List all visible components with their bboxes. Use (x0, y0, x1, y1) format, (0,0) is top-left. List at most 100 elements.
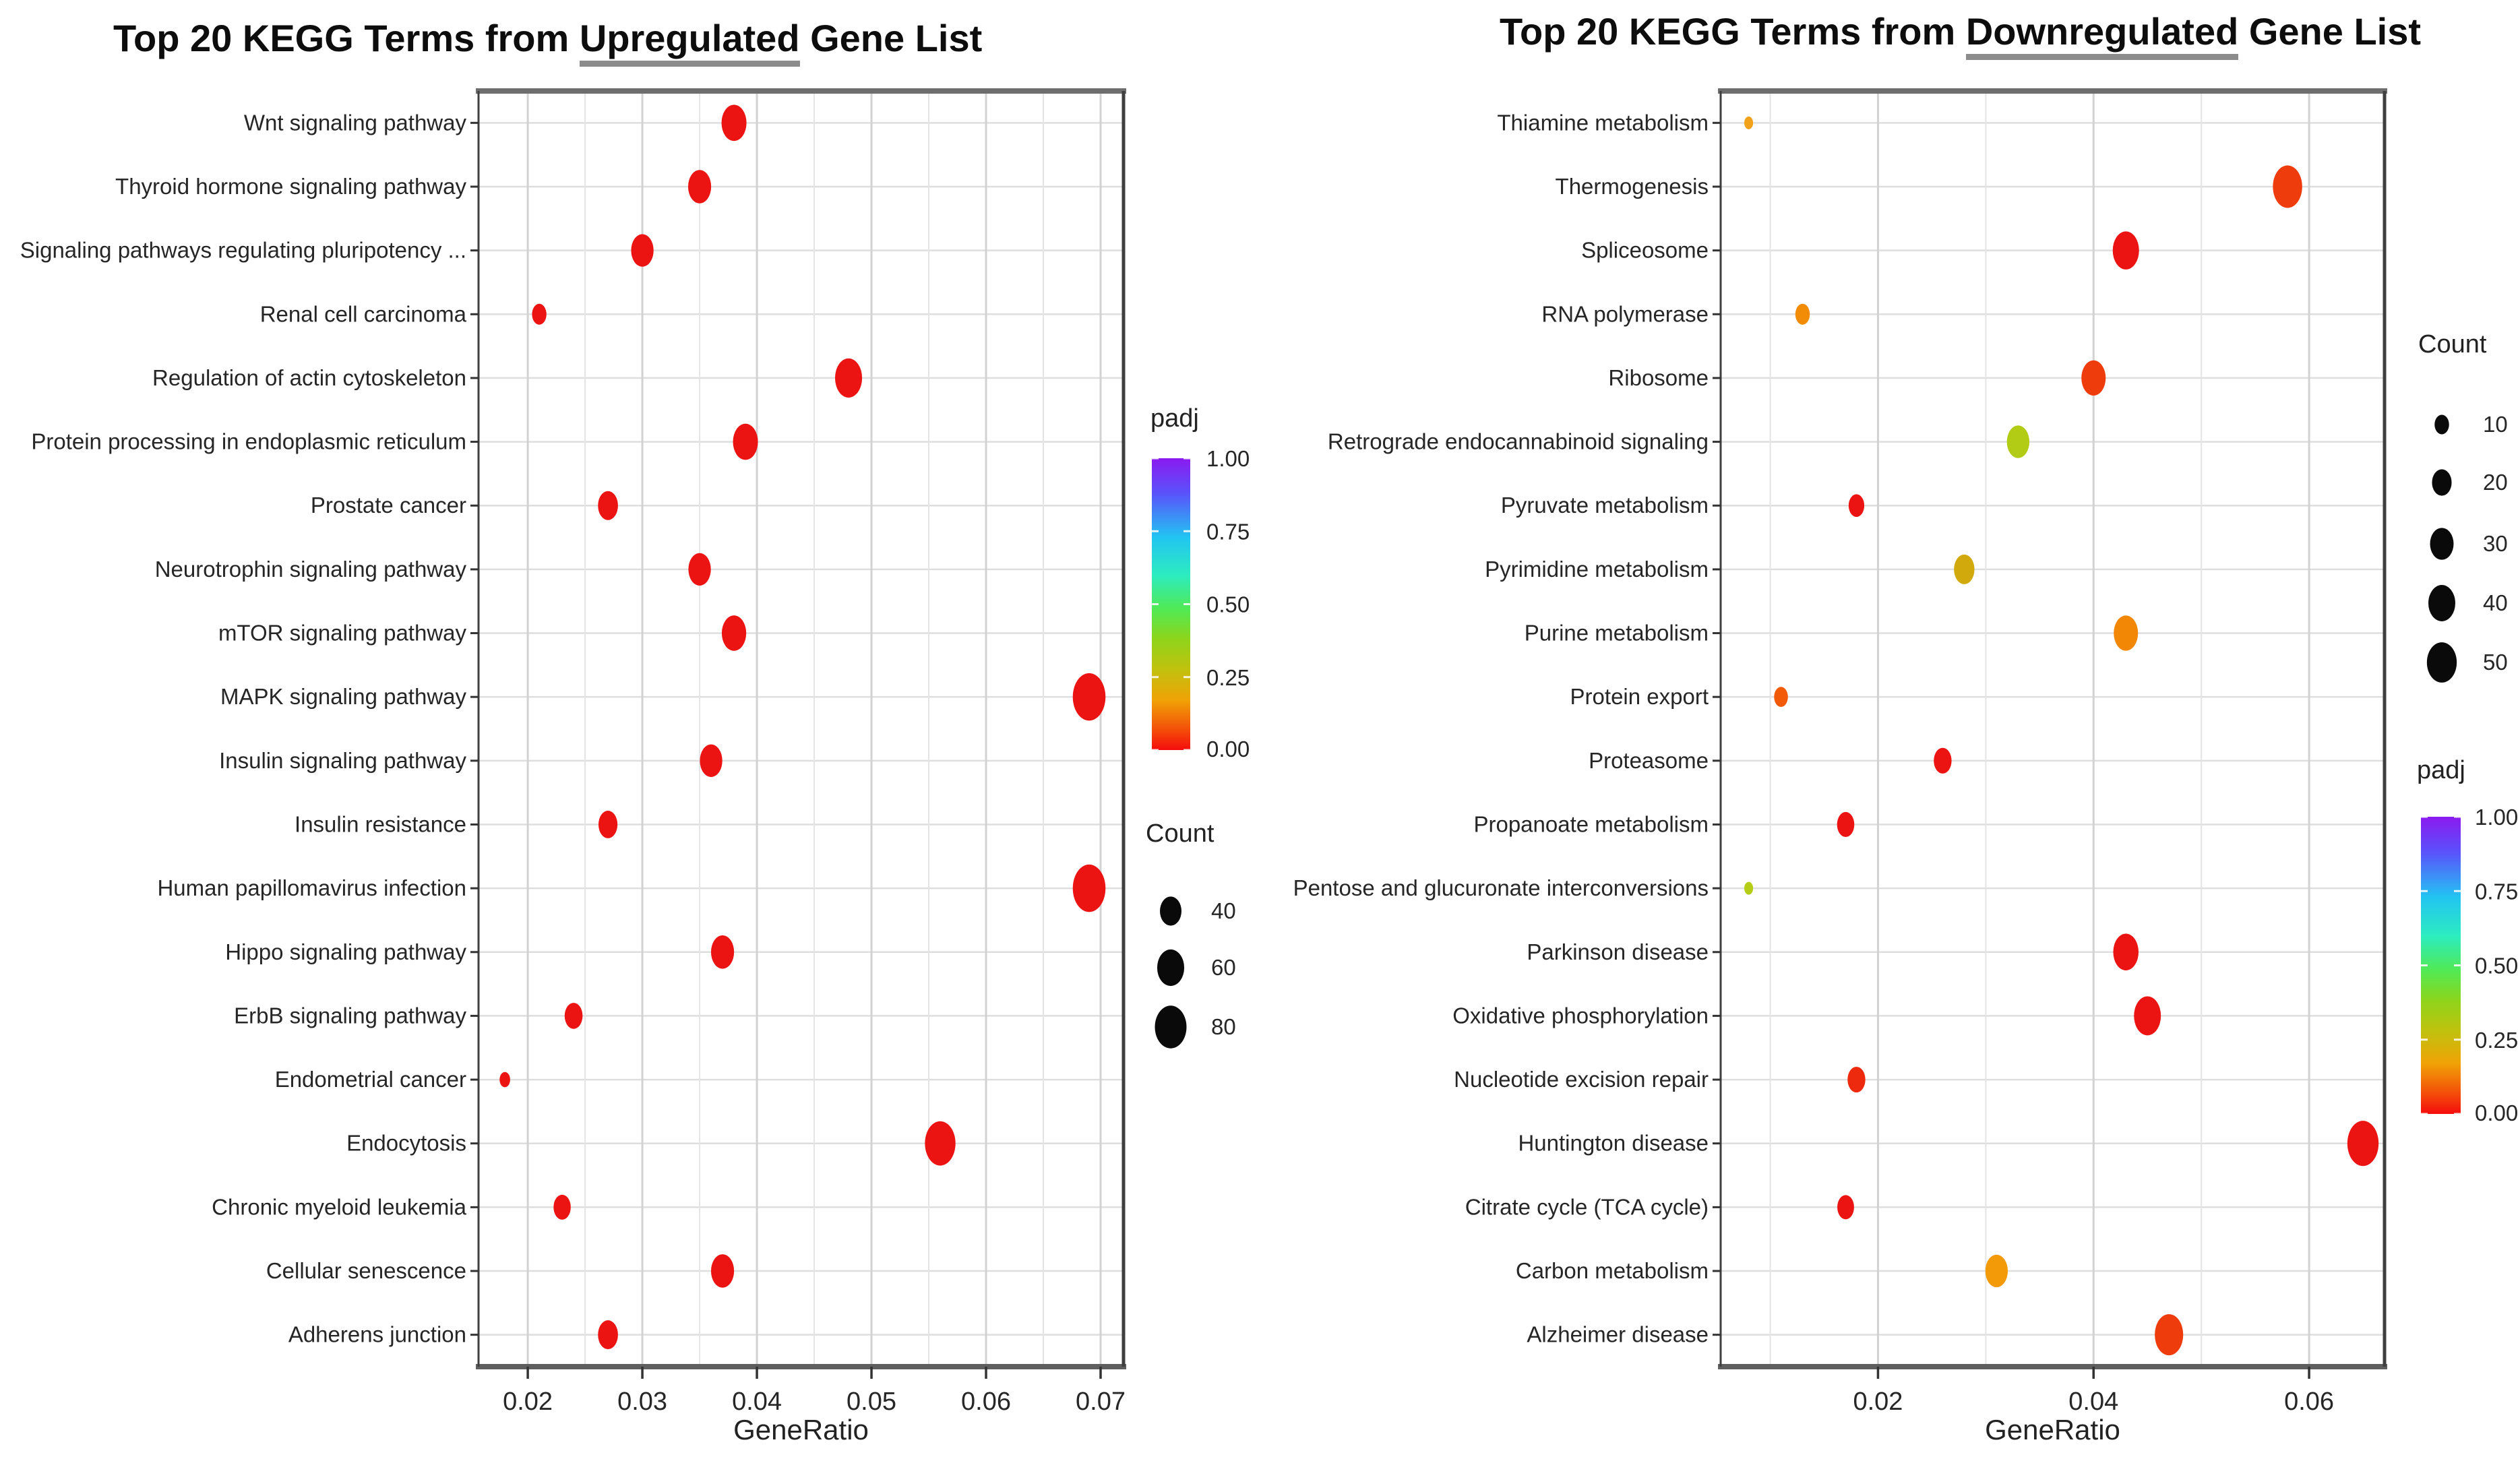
y-axis-label: mTOR signaling pathway (218, 621, 467, 646)
y-axis-label: Thermogenesis (1556, 174, 1709, 199)
data-point (1934, 747, 1952, 774)
data-point (499, 1071, 510, 1088)
data-point (925, 1121, 956, 1166)
y-axis-label: MAPK signaling pathway (220, 684, 467, 709)
data-point (1954, 554, 1975, 584)
x-axis-title-left: GeneRatio (733, 1414, 869, 1446)
chart-upregulated: Wnt signaling pathway Thyroid hormone sig… (20, 88, 1250, 1416)
count-legend-dot (2430, 528, 2454, 560)
data-point (710, 935, 735, 969)
title-prefix: Top 20 KEGG Terms from (1500, 10, 1966, 53)
count-legend-dot (1157, 949, 1185, 987)
padj-legend-value: 1.00 (1206, 446, 1250, 471)
data-point (1072, 673, 1106, 721)
data-point (1744, 116, 1754, 129)
x-tick-label: 0.06 (2284, 1388, 2334, 1416)
padj-legend-value: 0.50 (1206, 592, 1250, 617)
y-axis-label: Propanoate metabolism (1473, 811, 1709, 836)
y-axis-label: Retrograde endocannabinoid signaling (1328, 429, 1709, 454)
x-tick-label: 0.07 (1076, 1388, 1126, 1416)
padj-legend-value: 0.50 (2475, 954, 2518, 978)
data-point (834, 358, 863, 398)
data-point (598, 491, 618, 520)
y-axis-label: Insulin resistance (295, 811, 466, 836)
x-tick-label: 0.02 (1853, 1388, 1903, 1416)
data-point (687, 170, 712, 204)
padj-legend-value: 1.00 (2475, 805, 2518, 830)
x-tick-label: 0.05 (847, 1388, 896, 1416)
data-point (1837, 811, 1855, 838)
count-legend-dot (2432, 469, 2452, 496)
y-axis-label: Prostate cancer (311, 493, 466, 518)
count-legend-value: 20 (2483, 470, 2508, 495)
data-point (2273, 165, 2302, 208)
data-point (733, 423, 758, 460)
y-axis-label: Nucleotide excision repair (1454, 1067, 1709, 1092)
y-axis-label: Insulin signaling pathway (219, 748, 466, 773)
y-axis-label: Carbon metabolism (1516, 1258, 1709, 1283)
count-legend-value: 30 (2483, 531, 2508, 556)
y-axis-label: Thiamine metabolism (1497, 110, 1709, 135)
y-axis-label: Signaling pathways regulating pluripoten… (20, 238, 466, 263)
data-point (2006, 425, 2030, 458)
data-point (564, 1003, 583, 1029)
count-legend-title-right: Count (2418, 330, 2487, 359)
y-axis-label: Thyroid hormone signaling pathway (115, 174, 466, 199)
data-point (598, 811, 618, 838)
data-point (1774, 687, 1788, 708)
chart-downregulated: Thiamine metabolism Thermogenesis Spliceos… (1293, 88, 2518, 1416)
y-axis-label: ErbB signaling pathway (234, 1003, 466, 1028)
y-axis-label: Purine metabolism (1525, 621, 1709, 646)
data-point (1837, 1195, 1854, 1220)
count-legend-dot (2428, 585, 2455, 621)
x-tick-label: 0.04 (2068, 1388, 2118, 1416)
y-axis-label: Chronic myeloid leukemia (212, 1194, 466, 1219)
data-point (2155, 1314, 2184, 1356)
x-tick-label: 0.06 (961, 1388, 1011, 1416)
y-axis-label: Regulation of actin cytoskeleton (152, 365, 466, 390)
y-axis-label: Pentose and glucuronate interconversions (1293, 875, 1709, 900)
data-point (1848, 494, 1865, 518)
data-point (2113, 933, 2139, 970)
x-tick-label: 0.03 (617, 1388, 667, 1416)
data-point (2134, 996, 2161, 1036)
padj-legend-value: 0.00 (1206, 737, 1250, 761)
data-point (710, 1254, 735, 1288)
data-point (532, 303, 547, 325)
padj-legend-title-left: padj (1150, 404, 1199, 433)
x-axis-title-right: GeneRatio (1985, 1414, 2120, 1446)
padj-legend-value: 0.25 (2475, 1028, 2518, 1053)
padj-legend-value: 0.75 (2475, 879, 2518, 904)
y-axis-label: Pyruvate metabolism (1501, 493, 1709, 518)
data-point (1985, 1254, 2008, 1288)
data-point (1847, 1066, 1866, 1093)
data-point (2081, 360, 2106, 396)
padj-legend-value: 0.25 (1206, 665, 1250, 690)
data-point (1072, 864, 1106, 912)
x-tick-label: 0.02 (503, 1388, 553, 1416)
y-axis-label: Endometrial cancer (275, 1067, 466, 1092)
data-point (631, 234, 654, 267)
data-point (688, 553, 711, 586)
y-axis-label: Human papillomavirus infection (157, 875, 466, 900)
padj-legend-title-right: padj (2417, 756, 2465, 784)
y-axis-label: Hippo signaling pathway (225, 939, 466, 964)
y-axis-label: Adherens junction (288, 1322, 466, 1347)
plot-background (479, 91, 1124, 1367)
data-point (2347, 1121, 2379, 1167)
y-axis-label: Huntington disease (1518, 1131, 1709, 1156)
data-point (721, 615, 747, 651)
y-axis-label: Pyrimidine metabolism (1485, 557, 1709, 582)
y-axis-label: Ribosome (1608, 365, 1709, 390)
data-point (553, 1194, 571, 1220)
count-legend-dot (1155, 1005, 1187, 1049)
data-point (721, 104, 747, 142)
data-point (2112, 231, 2139, 270)
title-suffix: Gene List (2238, 10, 2422, 53)
y-axis-label: Proteasome (1589, 748, 1709, 773)
count-legend-value: 10 (2483, 412, 2508, 437)
y-axis-label: RNA polymerase (1541, 301, 1709, 326)
count-legend-dot (2426, 642, 2457, 683)
plot-background (1721, 91, 2385, 1367)
